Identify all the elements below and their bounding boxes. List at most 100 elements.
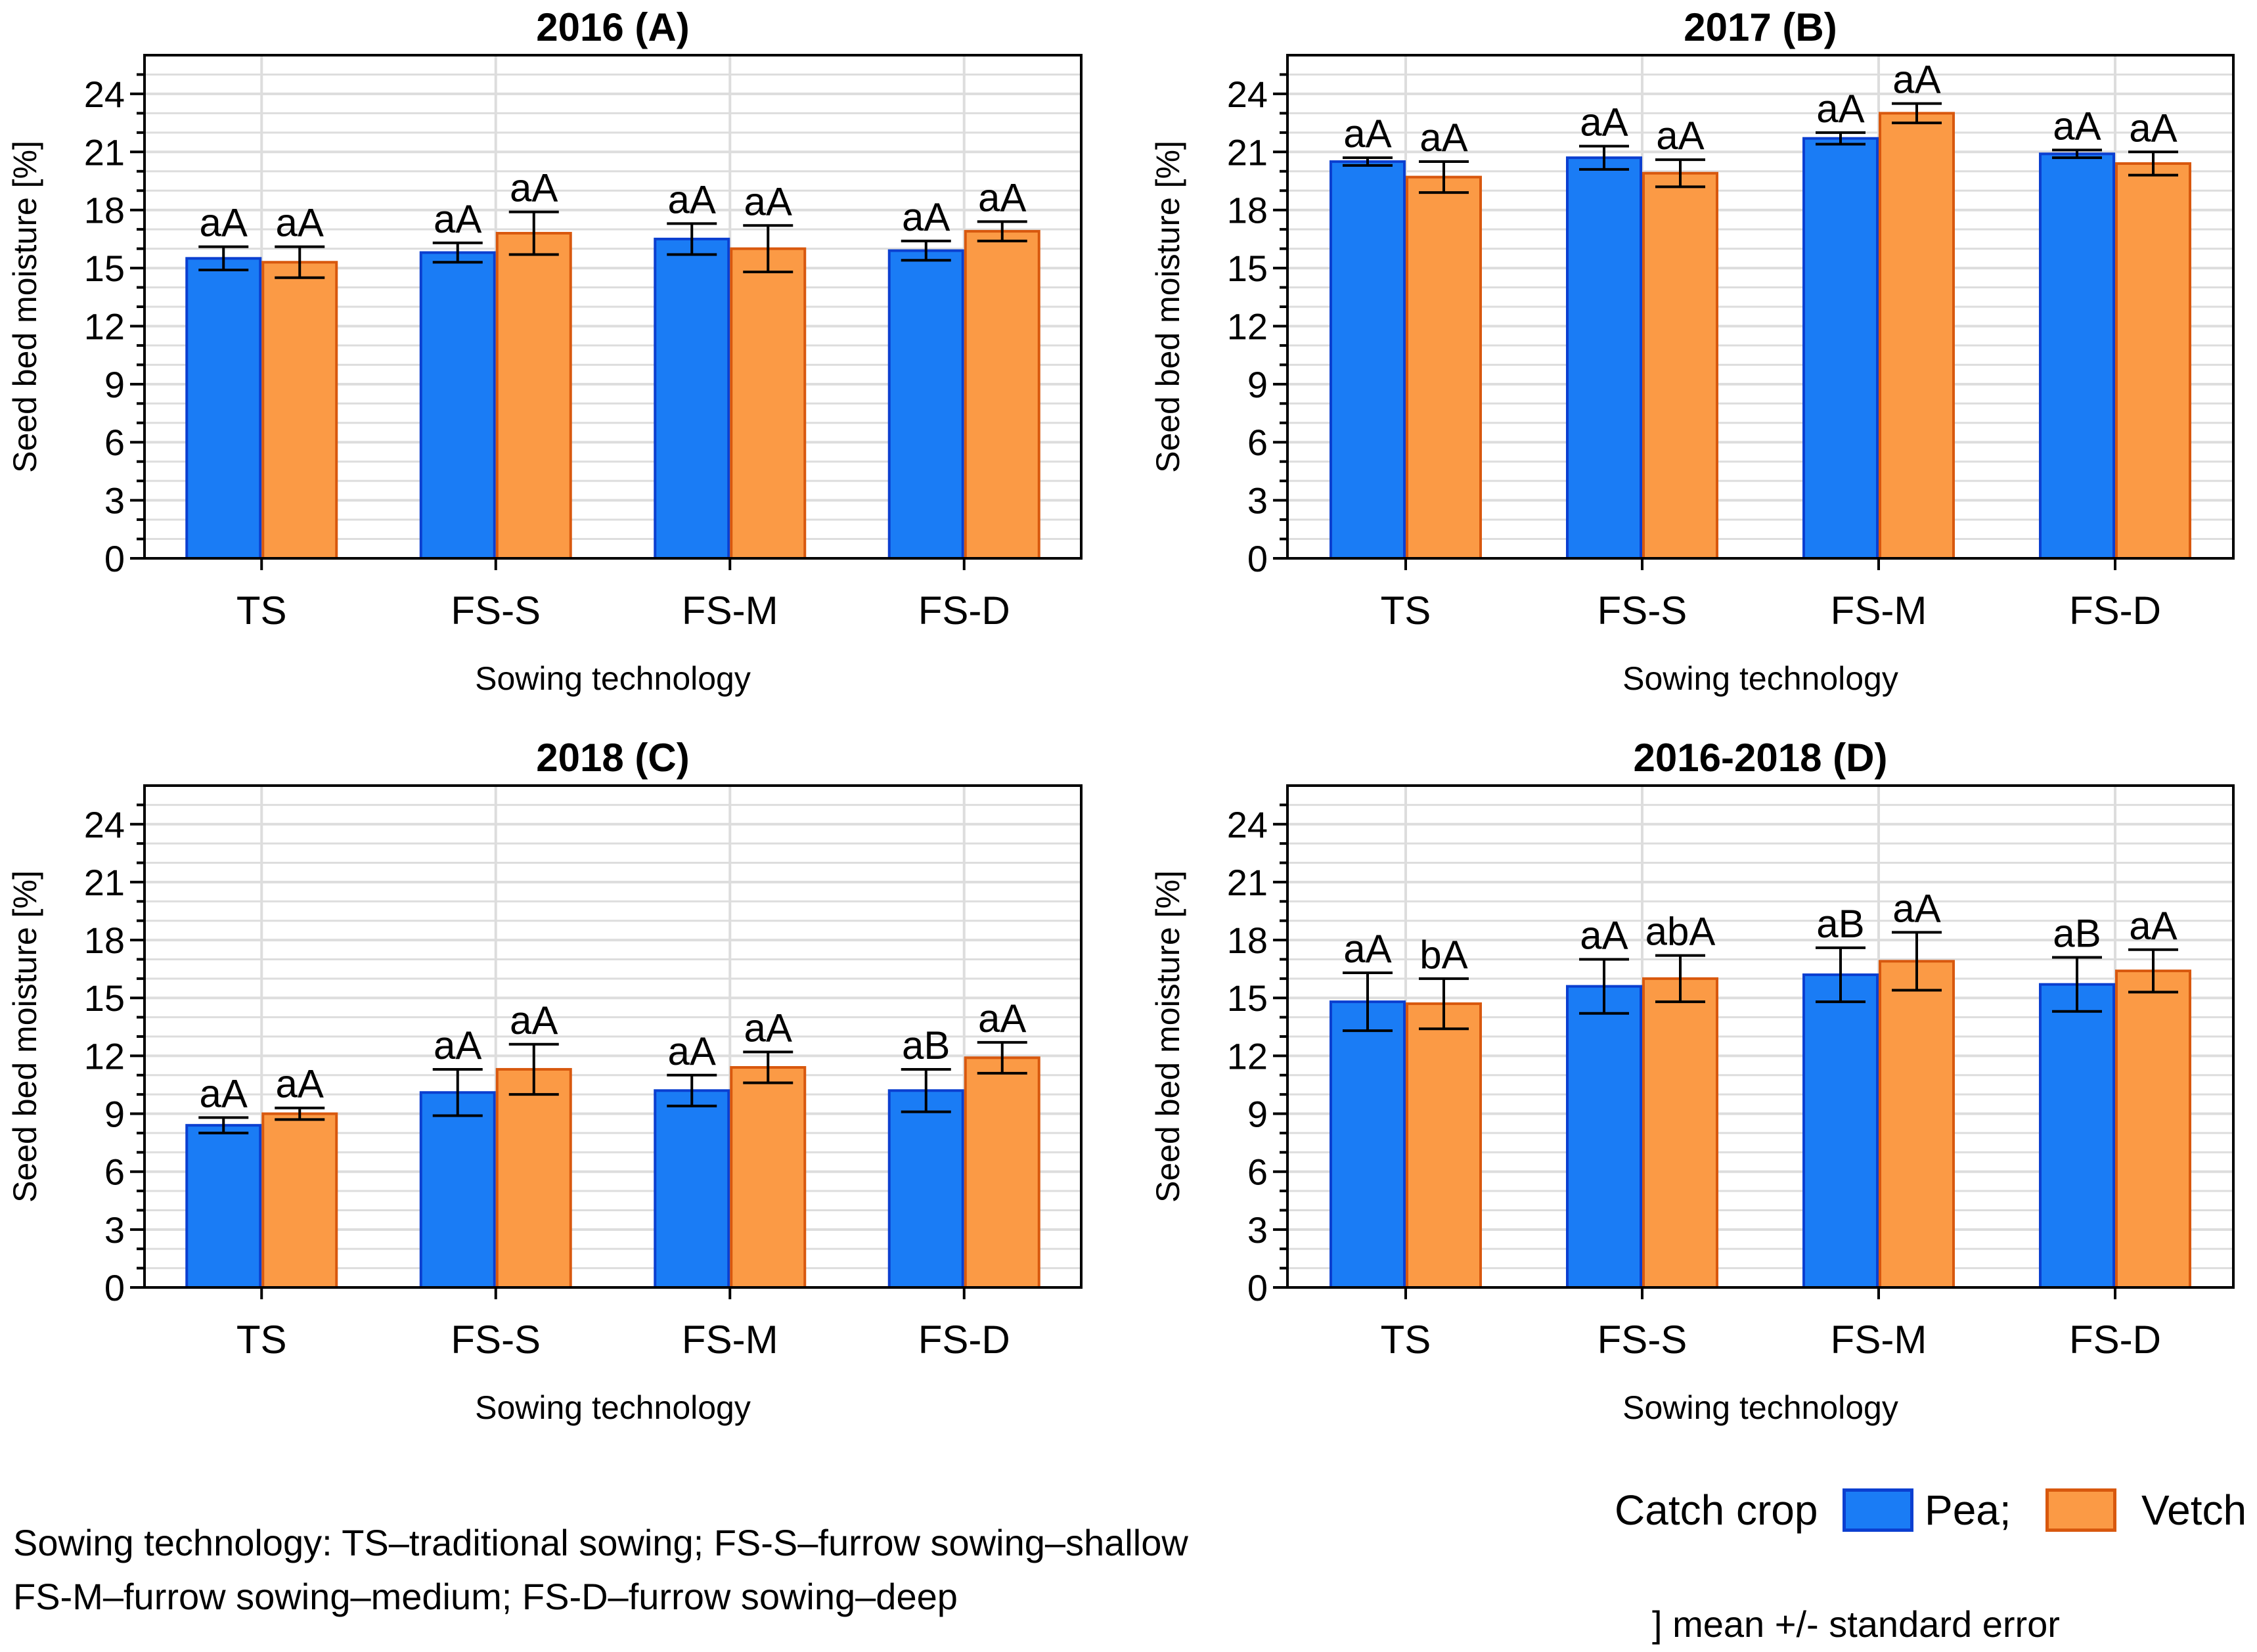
y-tick-label: 0 [104, 1267, 125, 1308]
y-tick-label: 12 [84, 1035, 125, 1077]
chart-title: 2017 (B) [1684, 5, 1837, 49]
significance-label: aA [1580, 913, 1628, 957]
bar-pea-ts [1330, 1000, 1406, 1289]
y-axis-label: Seed bed moisture [%] [7, 141, 43, 473]
y-tick-label: 12 [1227, 305, 1268, 347]
bar-vetch-fs-s [495, 232, 572, 560]
y-tick-label: 3 [1247, 480, 1268, 522]
bar-pea-fs-d [887, 1089, 964, 1289]
bar-vetch-fs-d [964, 1056, 1040, 1289]
bar-pea-ts [185, 1124, 262, 1289]
x-tick-label: FS-M [682, 589, 778, 633]
y-tick-label: 9 [1247, 1094, 1268, 1135]
significance-label: aA [434, 1023, 481, 1067]
bar-vetch-fs-d [2115, 970, 2191, 1289]
y-axis-label: Seed bed moisture [%] [1150, 141, 1186, 473]
footnote-line-1: Sowing technology: TS–traditional sowing… [13, 1522, 1188, 1563]
significance-label: aA [1656, 114, 1704, 158]
y-tick-label: 0 [104, 538, 125, 579]
y-tick-label: 12 [84, 305, 125, 347]
y-tick-label: 6 [104, 1151, 125, 1193]
chart-title: 2018 (C) [536, 736, 689, 780]
x-tick-label: FS-D [2069, 589, 2161, 633]
y-tick-label: 15 [84, 977, 125, 1019]
significance-label: aA [978, 996, 1026, 1040]
bar-pea-ts [1330, 160, 1406, 560]
y-tick-label: 24 [1227, 74, 1268, 115]
error-bar-note: ] mean +/- standard error [1652, 1603, 2060, 1645]
bar-vetch-fs-s [1642, 171, 1718, 560]
bar-pea-fs-m [1802, 973, 1879, 1289]
significance-label: aA [2053, 104, 2101, 148]
y-tick-label: 6 [1247, 1151, 1268, 1193]
bar-vetch-fs-d [2115, 162, 2191, 560]
significance-label: aA [1892, 58, 1940, 102]
y-tick-label: 21 [1227, 862, 1268, 903]
x-tick-label: TS [1381, 589, 1431, 633]
bar-vetch-fs-m [730, 1066, 807, 1289]
bar-vetch-fs-m [1879, 960, 1955, 1289]
x-tick-label: TS [236, 589, 287, 633]
y-tick-label: 21 [1227, 131, 1268, 173]
y-tick-label: 18 [1227, 920, 1268, 961]
significance-label: aA [200, 1071, 248, 1115]
significance-label: aA [200, 201, 248, 245]
y-tick-label: 24 [1227, 804, 1268, 845]
bar-pea-fs-d [2039, 152, 2115, 560]
bar-pea-fs-m [654, 237, 730, 560]
x-axis-label: Sowing technology [1622, 660, 1898, 697]
bar-pea-fs-m [1802, 137, 1879, 560]
chart-panel-4: aA aA aB aB bA abA aA aA 0 3 6 9 12 15 18 21 24 TS FS-S FS-… [1150, 736, 2235, 1426]
bar-pea-fs-s [419, 251, 496, 560]
y-tick-label: 3 [1247, 1209, 1268, 1251]
y-tick-label: 3 [104, 480, 125, 522]
x-tick-label: TS [236, 1318, 287, 1362]
legend-swatch-pea [1843, 1488, 1913, 1532]
x-tick-label: FS-M [1831, 589, 1927, 633]
bar-vetch-fs-m [1879, 112, 1955, 560]
significance-label: aA [1892, 886, 1940, 930]
x-tick-label: FS-S [1598, 1318, 1687, 1362]
significance-label: aA [668, 1029, 716, 1073]
significance-label: aA [276, 201, 324, 245]
bar-vetch-ts [261, 1112, 338, 1289]
significance-label: aA [2129, 106, 2177, 150]
bar-vetch-ts [1406, 175, 1482, 560]
y-axis-label: Seed bed moisture [%] [1150, 870, 1186, 1203]
significance-label: aA [434, 197, 481, 241]
x-tick-label: FS-M [1831, 1318, 1927, 1362]
significance-label: aA [276, 1062, 324, 1106]
y-tick-label: 9 [104, 1094, 125, 1135]
bar-pea-fs-d [887, 249, 964, 560]
bar-pea-fs-d [2039, 983, 2115, 1289]
significance-label: aB [2053, 912, 2101, 956]
significance-label: bA [1419, 933, 1467, 977]
bar-vetch-fs-s [495, 1067, 572, 1289]
chart-panel-3: aA aA aA aB aA aA aA aA 0 3 6 9 12 15 18 21 24 TS FS-S FS-M… [7, 736, 1083, 1426]
significance-label: aA [1343, 112, 1391, 156]
y-tick-label: 24 [84, 74, 125, 115]
significance-label: aA [744, 179, 792, 223]
x-tick-label: FS-D [918, 1318, 1010, 1362]
y-tick-label: 0 [1247, 538, 1268, 579]
y-tick-label: 18 [1227, 190, 1268, 231]
bar-pea-ts [185, 257, 262, 560]
y-axis-label: Seed bed moisture [%] [7, 870, 43, 1203]
significance-label: aB [902, 1023, 950, 1067]
bar-pea-fs-m [654, 1089, 730, 1289]
chart-panel-1: aA aA aA aA aA aA aA aA 0 3 6 9 12 15 18 21 24 TS FS-S FS-M… [7, 5, 1083, 697]
significance-label: aA [1419, 116, 1467, 160]
significance-label: aA [1343, 927, 1391, 971]
y-tick-label: 15 [84, 248, 125, 289]
y-tick-label: 18 [84, 920, 125, 961]
y-tick-label: 15 [1227, 248, 1268, 289]
x-tick-label: FS-S [1598, 589, 1687, 633]
legend-label-pea: Pea; [1925, 1486, 2011, 1534]
x-tick-label: FS-M [682, 1318, 778, 1362]
x-tick-label: FS-S [451, 1318, 541, 1362]
chart-title: 2016-2018 (D) [1634, 736, 1888, 780]
y-tick-label: 6 [104, 422, 125, 463]
x-tick-label: FS-S [451, 589, 541, 633]
x-tick-label: FS-D [2069, 1318, 2161, 1362]
